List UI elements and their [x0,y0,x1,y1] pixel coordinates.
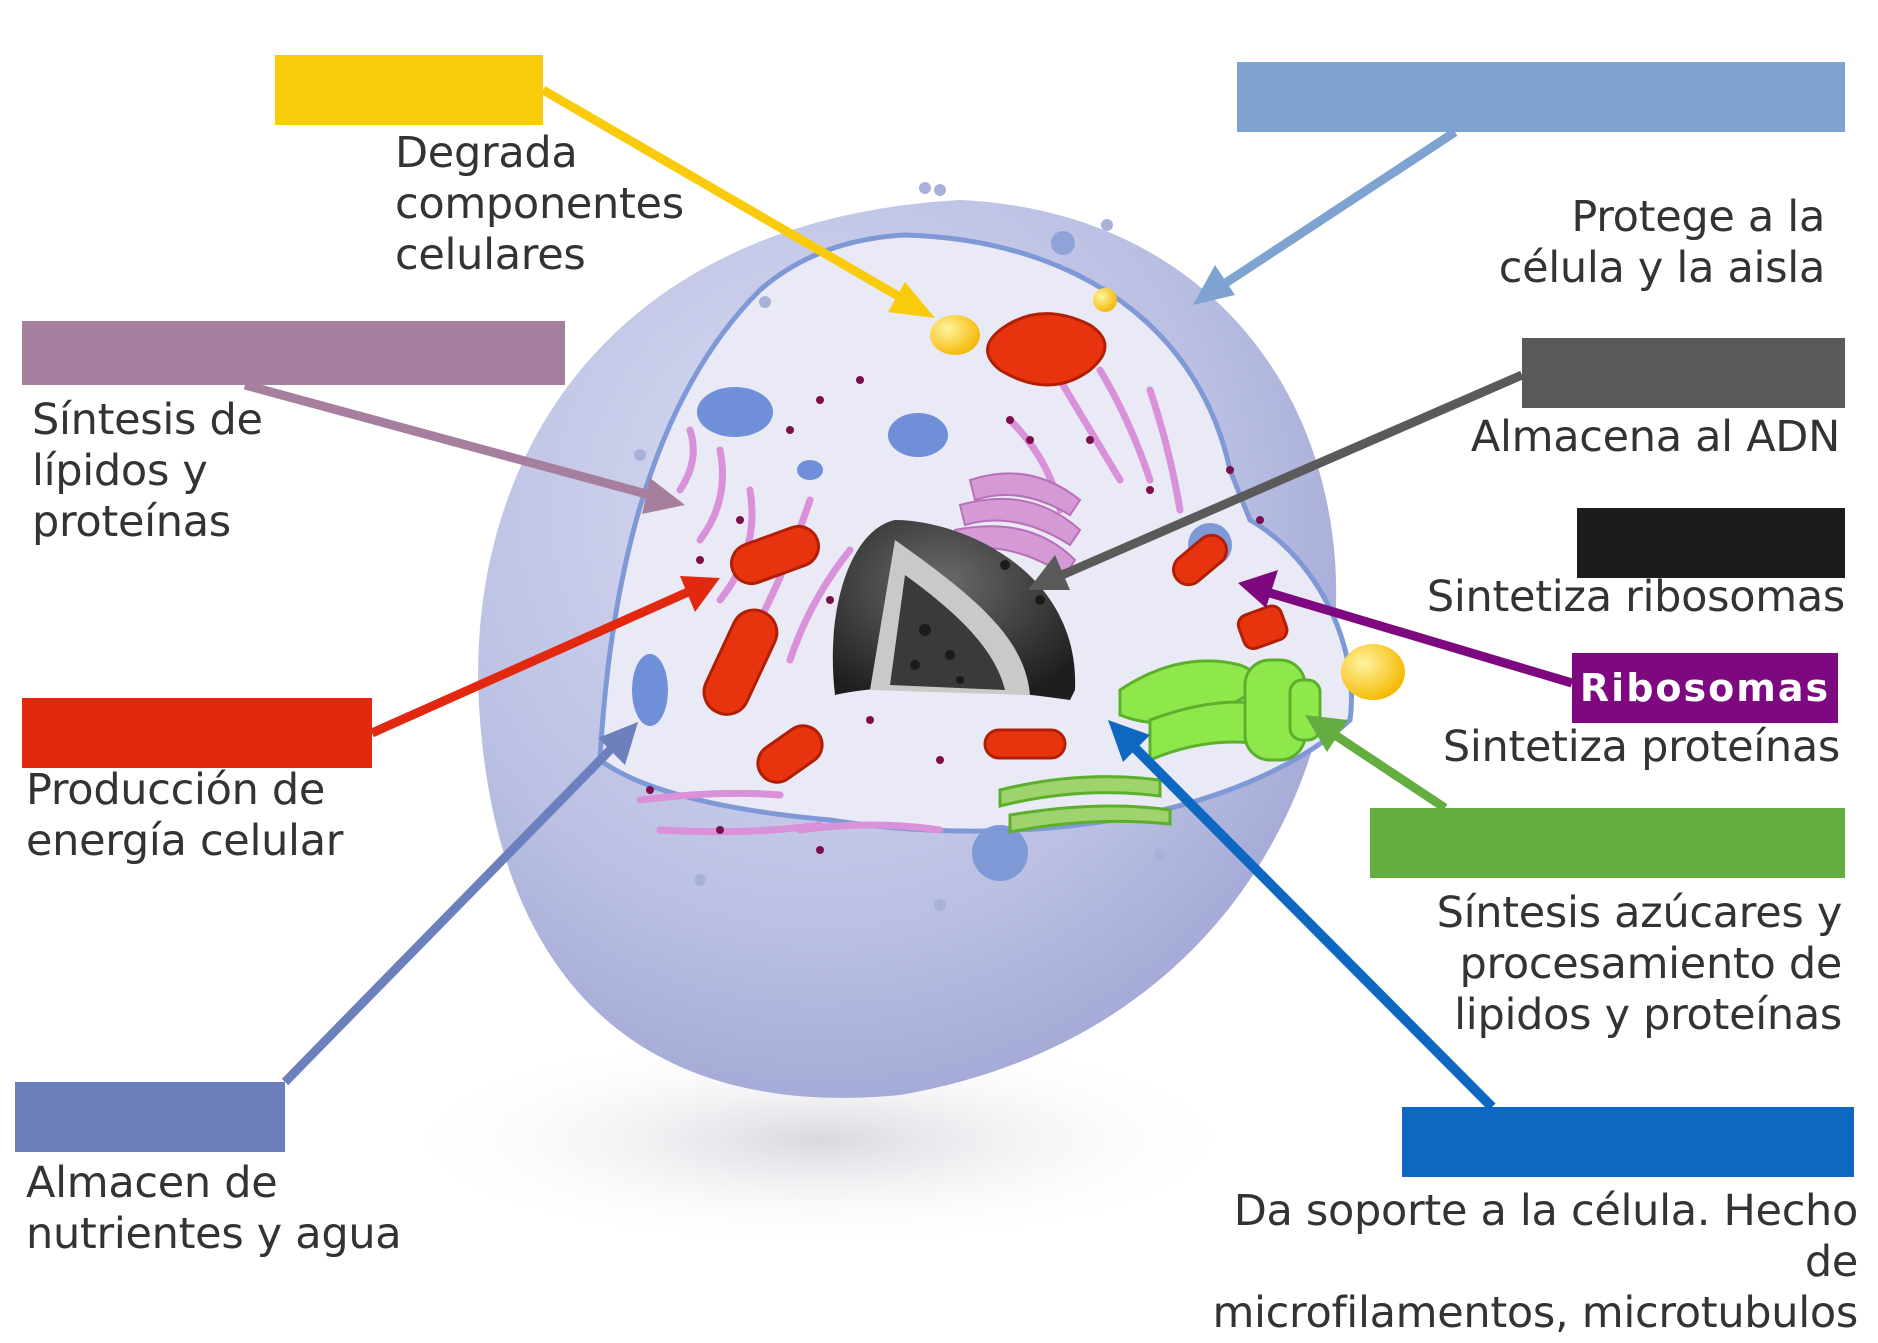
mitochondria-pointer [370,576,720,738]
lysosome-shape [930,315,980,355]
nucleolus-label-box [1577,508,1845,578]
ribosomes-pointer [1238,570,1574,688]
er-pointer [243,380,685,514]
surface-proteins [634,182,1166,911]
ribosomes-description: Sintetiza proteínas [1442,722,1840,772]
er-description: Síntesis de lípidos y proteínas [32,395,263,547]
golgi-label-box [1370,808,1845,878]
golgi-body-pink [953,472,1082,577]
membrane-description: Protege a la célula y la aisla [1498,192,1826,293]
vacuole-shape [888,413,948,457]
secretory-vesicle [1341,644,1405,700]
mitochondria-shapes [702,312,1289,784]
vacuole-shape [632,654,668,726]
nucleus-label-box [1522,338,1845,408]
membrane-pore [1051,231,1075,255]
lysosome-shape [1093,288,1117,312]
nuclear-pores [910,560,1045,684]
vacuole-pointer [281,722,638,1086]
mitochondria-label-box [22,698,372,768]
lysosome-description: Degrada componentes celulares [395,128,684,280]
lysosome-pointer [540,86,935,318]
nucleolus-description: Sintetiza ribosomas [1426,572,1845,622]
lysosome-label-box [275,55,543,125]
vacuole-label-box [15,1082,285,1152]
golgi-pointer [1305,715,1448,812]
cell-shadow [390,1030,1250,1250]
membrane-pointer [1193,128,1458,305]
vacuole-description: Almacen de nutrientes y agua [26,1158,402,1259]
membrane-label-box [1237,62,1845,132]
mitochondria-description: Producción de energía celular [26,765,344,866]
er-label-box [22,321,565,385]
nucleus-pointer [1028,370,1524,590]
membrane-pore [972,825,1028,881]
vacuole-shape [797,460,823,480]
ribosomes-label-box [1572,653,1838,723]
cytoskeleton-pointer [1108,720,1496,1111]
cytoskeleton-description: Da soporte a la célula. Hecho de microfi… [1212,1186,1858,1343]
cytoskeleton-label-box [1402,1107,1854,1177]
nucleolus-shape [890,575,1005,690]
ribosomes-label: Ribosomas [1579,666,1831,710]
nucleus-description: Almacena al ADN [1470,412,1840,462]
golgi-description: Síntesis azúcares y procesamiento de lip… [1436,888,1843,1040]
golgi-apparatus-shape [998,658,1322,834]
vacuole-shape [697,387,773,437]
